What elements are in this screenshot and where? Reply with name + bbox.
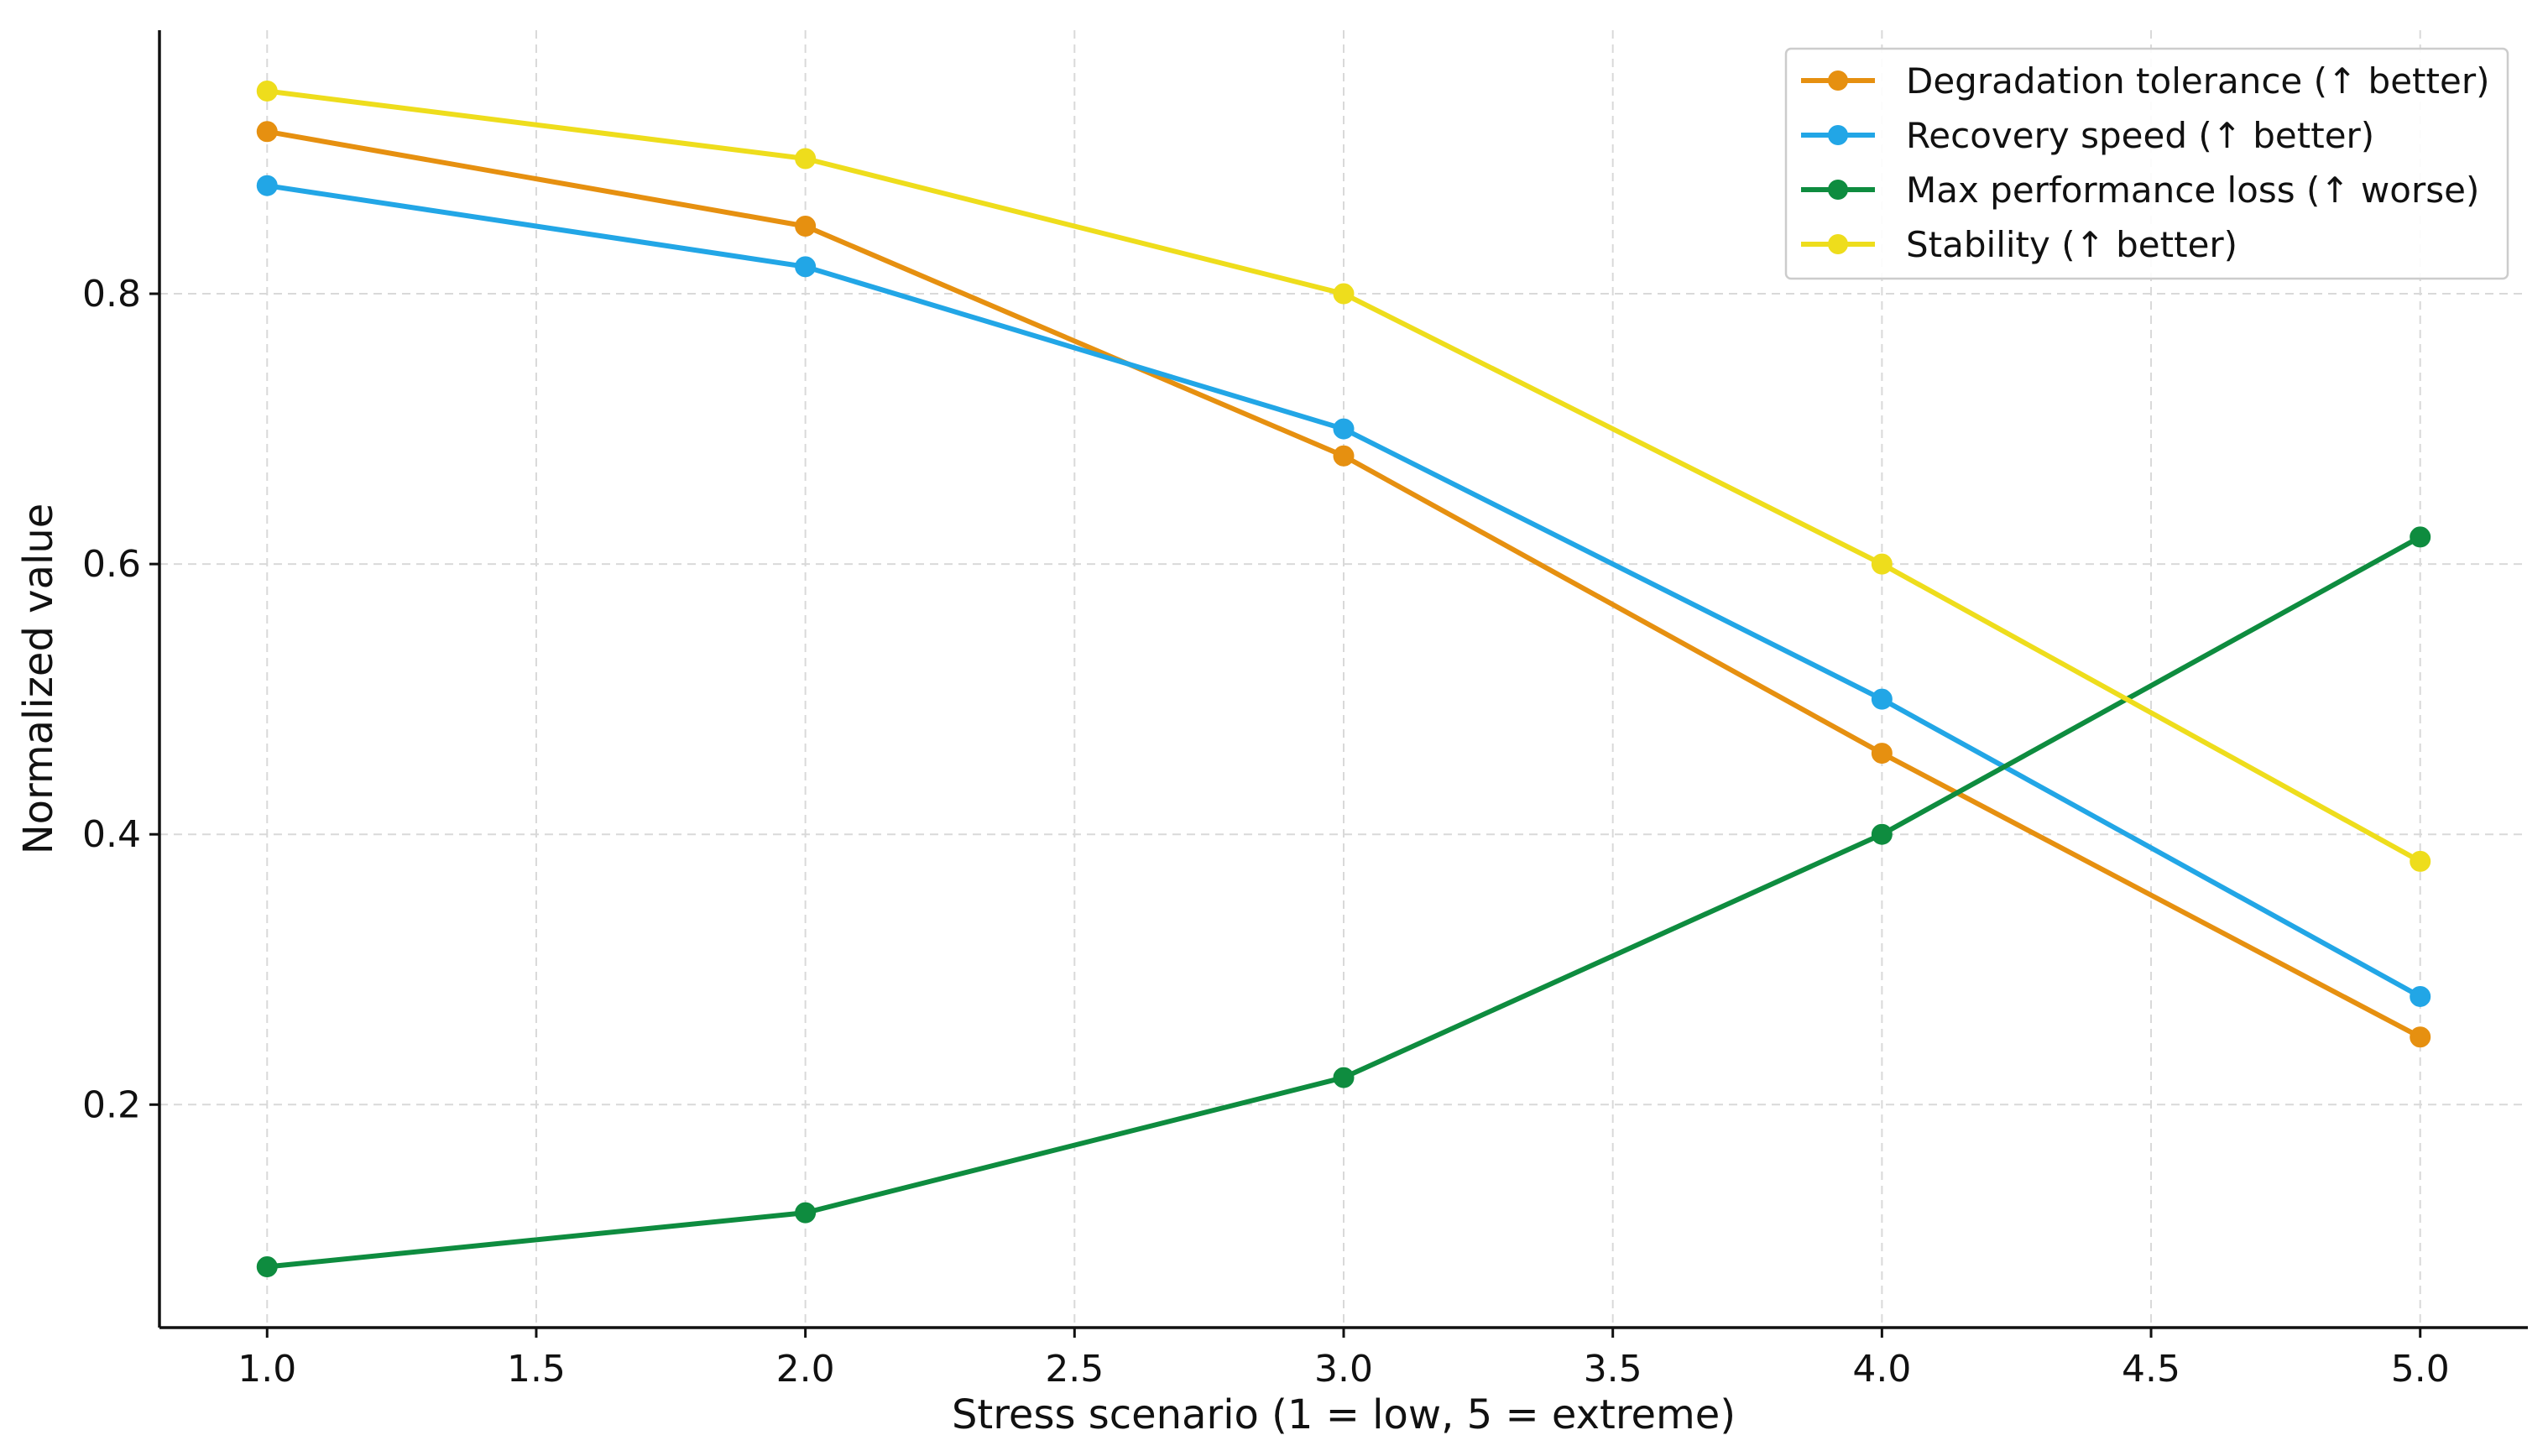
data-point [2410,526,2431,548]
data-point [795,256,817,278]
data-point [256,80,278,102]
x-tick-label: 4.5 [2122,1348,2180,1391]
y-tick-label: 0.8 [82,273,141,316]
ticks: 1.0 1.5 2.0 2.5 3.0 3.5 4.0 4.5 5.0 0.2 0.4 0.6 0.8 [82,273,2450,1391]
x-tick-label: 1.5 [507,1348,566,1391]
legend-frame [1784,47,2509,280]
x-tick-label: 3.0 [1314,1348,1373,1391]
series-group [256,526,2431,1278]
data-point [2410,985,2431,1007]
y-axis-title: Normalized value [15,504,62,855]
data-point [1871,553,1893,575]
legend-marker [1828,70,1848,91]
data-point [1871,823,1893,845]
y-tick-label: 0.4 [82,813,141,856]
data-point [795,216,817,237]
legend-label: Recovery speed (↑ better) [1906,115,2374,156]
series-group [256,121,2431,1048]
x-tick-label: 2.0 [776,1348,835,1391]
series-group [256,175,2431,1007]
legend-label: Stability (↑ better) [1906,224,2237,265]
data-point [1333,445,1355,467]
legend-marker [1828,180,1848,200]
y-tick-label: 0.6 [82,543,141,586]
x-tick-label: 3.5 [1584,1348,1642,1391]
legend-label: Degradation tolerance (↑ better) [1906,60,2489,102]
legend-marker [1828,125,1848,145]
data-point [2410,850,2431,872]
data-point [256,1256,278,1278]
legend-marker [1828,234,1848,254]
data-point [256,175,278,196]
data-point [1333,418,1355,440]
x-tick-label: 4.0 [1852,1348,1911,1391]
x-tick-label: 2.5 [1045,1348,1104,1391]
legend: Degradation tolerance (↑ better) Recovery… [1784,47,2509,280]
data-point [1871,743,1893,765]
legend-label: Max performance loss (↑ worse) [1906,170,2479,211]
data-point [795,148,817,170]
x-tick-label: 1.0 [238,1348,296,1391]
y-tick-label: 0.2 [82,1083,141,1126]
data-point [795,1202,817,1224]
data-point [2410,1026,2431,1048]
x-tick-label: 5.0 [2391,1348,2450,1391]
series [256,80,2431,1278]
data-point [1333,1067,1355,1088]
data-point [1333,283,1355,305]
x-axis-title: Stress scenario (1 = low, 5 = extreme) [952,1391,1736,1438]
data-point [1871,688,1893,710]
data-point [256,121,278,143]
series-group [256,80,2431,872]
